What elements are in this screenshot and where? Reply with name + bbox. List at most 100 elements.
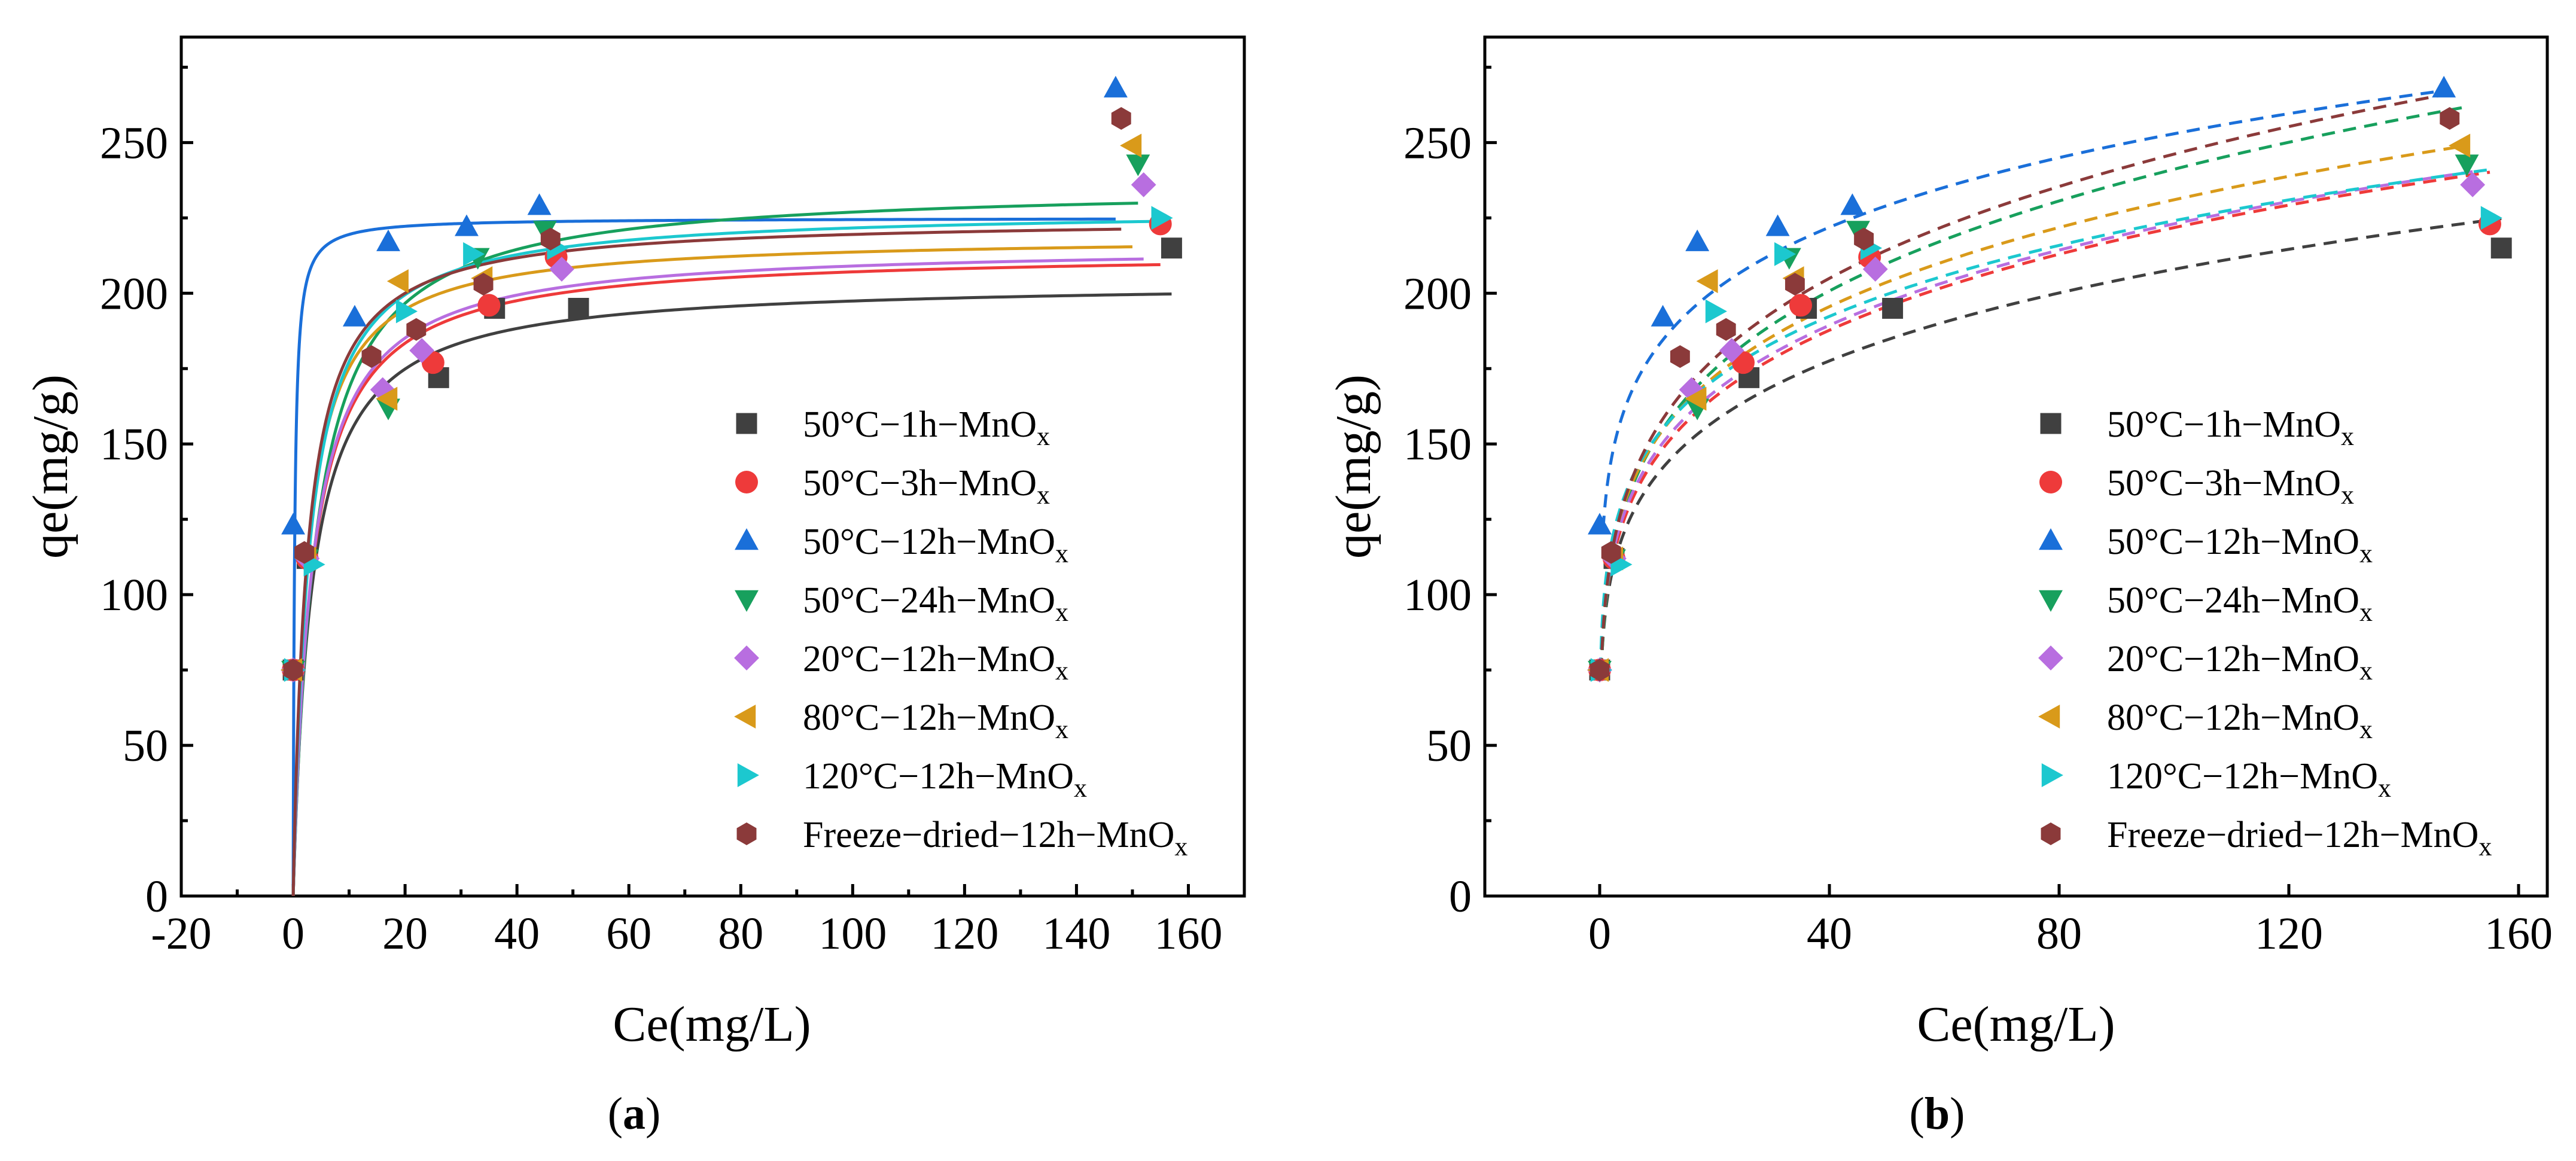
x-tick-label: 40 bbox=[1807, 909, 1852, 959]
x-tick-label: 120 bbox=[2255, 909, 2323, 959]
legend-label-20c-12h-mnox: 20°C−12h−MnOx bbox=[2107, 639, 2373, 685]
data-point-50c-12h-mnox bbox=[1765, 214, 1790, 236]
fit-curve-50c-12h-mnox bbox=[1600, 89, 2444, 527]
data-point-50c-24h-mnox bbox=[2455, 154, 2479, 176]
data-point-20c-12h-mnox bbox=[409, 338, 435, 363]
legend-marker-120c-12h-mnox bbox=[2041, 763, 2063, 787]
y-tick-label: 100 bbox=[100, 570, 168, 620]
data-point-50c-12h-mnox bbox=[1103, 75, 1128, 97]
fit-curve-120c-12h-mnox bbox=[1598, 168, 2490, 672]
y-tick-label: 100 bbox=[1403, 570, 1472, 620]
data-point-50c-3h-mnox bbox=[477, 294, 501, 317]
legend-label-80c-12h-mnox: 80°C−12h−MnOx bbox=[2107, 697, 2373, 744]
data-point-freeze-dried-12h-mnox bbox=[1716, 318, 1736, 341]
data-point-50c-12h-mnox bbox=[1651, 304, 1675, 327]
x-tick-label: 0 bbox=[282, 909, 305, 959]
fit-curve-20c-12h-mnox bbox=[1599, 170, 2473, 672]
x-tick-label: 40 bbox=[494, 909, 540, 959]
panel-b: 0 40 80 120 160 0 50 100 150 200 250 Ce(mg/L) qe(mg/… bbox=[1326, 35, 2553, 1139]
data-point-50c-3h-mnox bbox=[1789, 294, 1812, 317]
legend-marker-freeze-dried-12h-mnox bbox=[736, 822, 757, 845]
legend-marker-50c-1h-mnox bbox=[736, 413, 757, 434]
data-point-120c-12h-mnox bbox=[1774, 242, 1796, 266]
x-axis-title: Ce(mg/L) bbox=[1917, 997, 2115, 1052]
data-point-freeze-dried-12h-mnox bbox=[283, 659, 303, 682]
legend-label-120c-12h-mnox: 120°C−12h−MnOx bbox=[803, 756, 1087, 803]
x-tick-label: 0 bbox=[1588, 909, 1611, 959]
legend-label-freeze-dried-12h-mnox: Freeze−dried−12h−MnOx bbox=[803, 815, 1187, 861]
data-point-50c-12h-mnox bbox=[342, 304, 367, 327]
data-point-freeze-dried-12h-mnox bbox=[2440, 107, 2460, 130]
data-point-80c-12h-mnox bbox=[376, 386, 398, 411]
x-tick-label: 60 bbox=[606, 909, 651, 959]
legend-label-50c-24h-mnox: 50°C−24h−MnOx bbox=[803, 580, 1068, 627]
x-tick-label: 160 bbox=[2484, 909, 2553, 959]
legend-marker-20c-12h-mnox bbox=[734, 645, 759, 671]
y-tick-label: 50 bbox=[1426, 721, 1472, 771]
x-tick-label: 140 bbox=[1042, 909, 1110, 959]
data-point-50c-1h-mnox bbox=[2490, 237, 2512, 259]
data-point-20c-12h-mnox bbox=[1862, 257, 1888, 282]
fit-curve-120c-12h-mnox bbox=[291, 220, 1161, 896]
data-point-50c-12h-mnox bbox=[527, 193, 552, 215]
legend-marker-50c-12h-mnox bbox=[735, 528, 759, 550]
data-point-50c-12h-mnox bbox=[376, 229, 400, 251]
y-tick-label: 150 bbox=[100, 419, 168, 470]
data-point-20c-12h-mnox bbox=[2460, 172, 2486, 197]
legend-label-freeze-dried-12h-mnox: Freeze−dried−12h−MnOx bbox=[2107, 815, 2492, 861]
fit-curve-50c-12h-mnox bbox=[291, 217, 1116, 896]
legend-marker-80c-12h-mnox bbox=[734, 705, 756, 729]
data-point-20c-12h-mnox bbox=[549, 257, 574, 282]
data-point-120c-12h-mnox bbox=[1705, 299, 1727, 324]
y-tick-label: 150 bbox=[1403, 419, 1472, 470]
y-tick-label: 250 bbox=[100, 118, 168, 168]
panel-a: -20 0 20 40 60 80 100 120 140 160050100150200250C… bbox=[23, 35, 1246, 1139]
y-tick-label: 50 bbox=[123, 721, 168, 771]
legend-marker-80c-12h-mnox bbox=[2038, 705, 2060, 729]
y-tick-label: 250 bbox=[1403, 118, 1472, 168]
legend-marker-50c-24h-mnox bbox=[735, 590, 759, 612]
data-points bbox=[1587, 75, 2512, 683]
data-point-freeze-dried-12h-mnox bbox=[1854, 227, 1874, 251]
data-point-80c-12h-mnox bbox=[1685, 386, 1707, 411]
legend-label-50c-3h-mnox: 50°C−3h−MnOx bbox=[803, 463, 1050, 510]
legend-label-50c-12h-mnox: 50°C−12h−MnOx bbox=[2107, 522, 2373, 568]
data-point-freeze-dried-12h-mnox bbox=[294, 541, 315, 564]
data-point-50c-1h-mnox bbox=[1882, 297, 1904, 319]
data-point-50c-12h-mnox bbox=[455, 214, 479, 236]
plot-frame bbox=[1483, 35, 2549, 898]
plot-frame bbox=[179, 35, 1246, 898]
data-point-120c-12h-mnox bbox=[2480, 206, 2502, 230]
data-point-80c-12h-mnox bbox=[2449, 133, 2471, 158]
x-tick-label: 20 bbox=[382, 909, 428, 959]
data-point-20c-12h-mnox bbox=[1131, 172, 1156, 197]
x-axis-title: Ce(mg/L) bbox=[613, 997, 811, 1052]
legend: 50°C−1h−MnOx 50°C−3h−MnOx 50°C−12h−MnOx 50°… bbox=[734, 404, 1187, 861]
data-point-120c-12h-mnox bbox=[463, 242, 485, 266]
data-point-80c-12h-mnox bbox=[386, 269, 409, 294]
panel-label: (a) bbox=[608, 1089, 661, 1139]
data-point-50c-24h-mnox bbox=[1126, 154, 1150, 176]
y-tick-label: 200 bbox=[1403, 269, 1472, 319]
legend-marker-50c-3h-mnox bbox=[735, 471, 758, 493]
data-point-freeze-dried-12h-mnox bbox=[1590, 659, 1610, 682]
legend-label-120c-12h-mnox: 120°C−12h−MnOx bbox=[2107, 756, 2391, 803]
data-point-freeze-dried-12h-mnox bbox=[1601, 541, 1621, 564]
data-point-80c-12h-mnox bbox=[1120, 133, 1142, 158]
data-point-freeze-dried-12h-mnox bbox=[406, 318, 427, 341]
x-tick-label: 80 bbox=[2036, 909, 2082, 959]
data-point-freeze-dried-12h-mnox bbox=[361, 345, 382, 368]
data-point-50c-1h-mnox bbox=[1161, 237, 1182, 259]
data-point-freeze-dried-12h-mnox bbox=[540, 227, 561, 251]
data-point-120c-12h-mnox bbox=[1151, 206, 1173, 230]
legend-marker-50c-3h-mnox bbox=[2039, 471, 2062, 493]
data-points bbox=[281, 75, 1182, 683]
panel-label: (b) bbox=[1910, 1089, 1965, 1139]
data-point-120c-12h-mnox bbox=[395, 299, 418, 324]
legend-label-50c-12h-mnox: 50°C−12h−MnOx bbox=[803, 522, 1068, 568]
x-tick-label: -20 bbox=[151, 909, 211, 959]
data-point-50c-1h-mnox bbox=[568, 297, 589, 319]
legend-marker-50c-1h-mnox bbox=[2040, 413, 2062, 434]
legend-marker-50c-12h-mnox bbox=[2039, 528, 2063, 550]
